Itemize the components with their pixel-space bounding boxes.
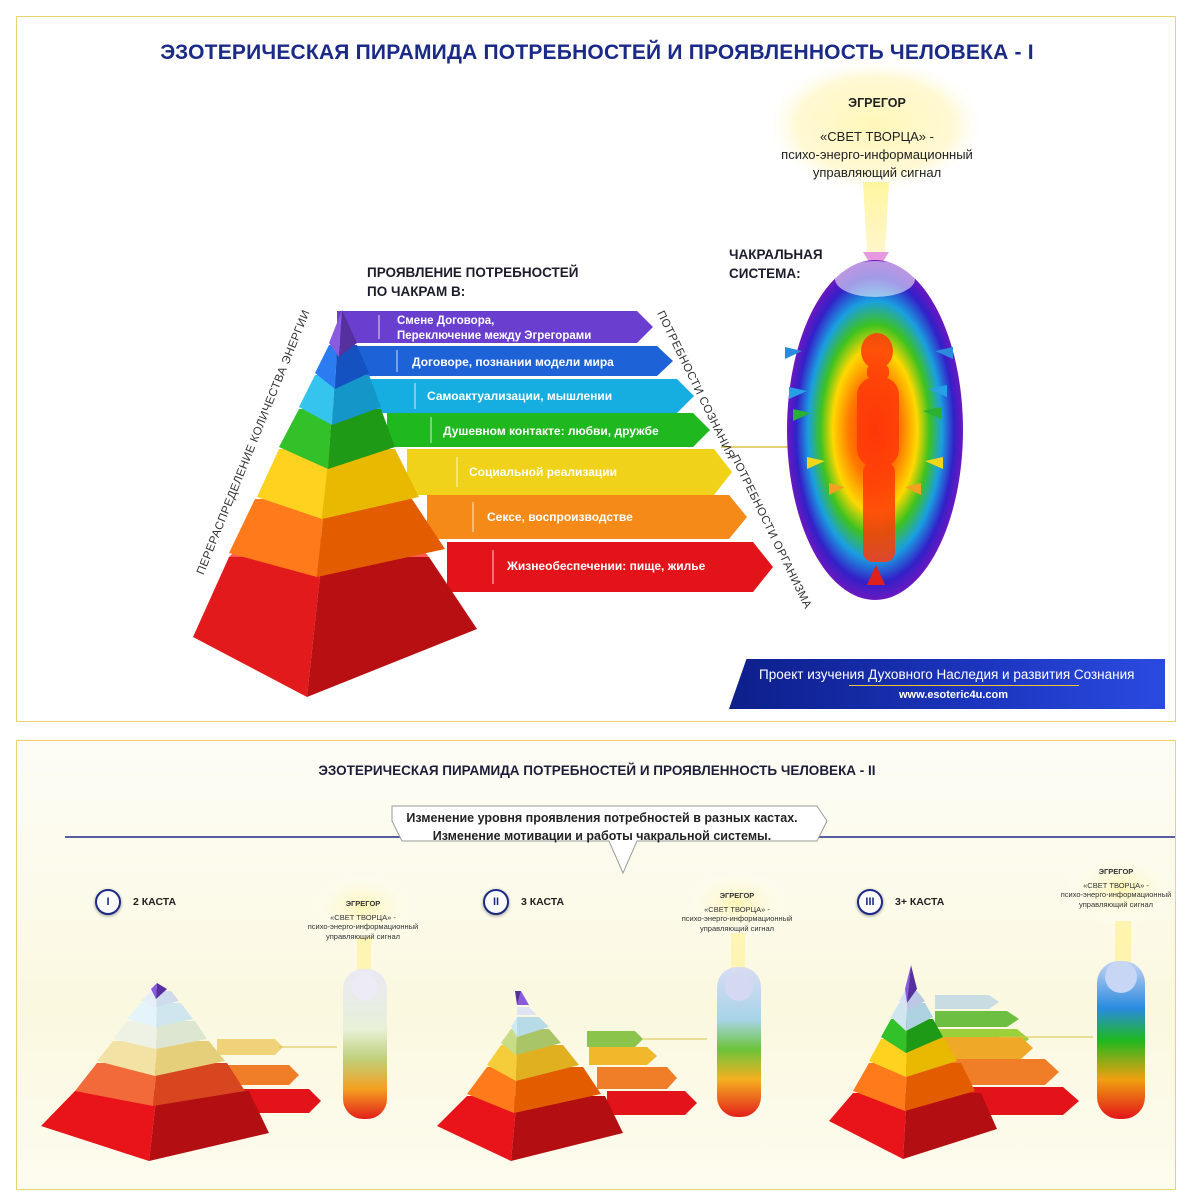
project-logo[interactable]: Проект изучения Духовного Наследия и раз… (729, 659, 1165, 709)
tier-5-left (299, 375, 335, 425)
pyramid (193, 310, 477, 697)
mini-figure-1 (307, 873, 419, 1119)
tier-5-right (332, 375, 381, 425)
c1-arrow-2 (223, 1065, 299, 1085)
mini-egregor-3: ЭГРЕГОР «СВЕТ ТВОРЦА» - психо-энерго-инф… (1060, 867, 1172, 909)
arrow-level-4 (387, 413, 710, 447)
egregor-label: ЭГРЕГОР «СВЕТ ТВОРЦА» - психо-энерго-инф… (781, 96, 973, 180)
pyramid-caste-2 (437, 991, 697, 1161)
arrow-level-2 (427, 495, 747, 539)
mini-egregor-1: ЭГРЕГОР «СВЕТ ТВОРЦА» - психо-энерго-инф… (307, 899, 419, 941)
level-7-text: Смене Договора, Переключение между Эгрег… (397, 315, 592, 342)
tier-2-left (229, 499, 325, 577)
caste-2-label: II 3 КАСТА (483, 889, 564, 915)
tier-7-left (329, 310, 342, 357)
tier-4-right (328, 409, 395, 469)
roman-numeral-2: II (483, 889, 509, 915)
c2-arrow-1 (607, 1091, 697, 1115)
c2-arrow-2 (597, 1067, 677, 1089)
tier-6-right (335, 345, 369, 389)
level-2-text: Сексе, воспроизводстве (487, 510, 633, 524)
logo-url[interactable]: www.esoteric4u.com (899, 689, 1009, 701)
pyramid-diagram (193, 57, 987, 697)
tier-1-left (193, 557, 322, 697)
arrow-level-7 (337, 311, 653, 343)
mini-figure-3 (1061, 853, 1177, 1119)
pyramid-caste-1 (41, 983, 321, 1161)
arrow-level-1 (447, 542, 773, 592)
pyramid-caste-3 (829, 965, 1079, 1159)
level-3-text: Социальной реализации (469, 465, 618, 479)
c2-arrow-3 (589, 1047, 657, 1065)
callout: Изменение уровня проявления потребностей… (406, 811, 798, 843)
tier-6-left (315, 345, 337, 389)
tier-2-right (317, 499, 445, 577)
level-4-text: Душевном контакте: любви, дружбе (443, 424, 659, 438)
human-figure (857, 333, 899, 562)
chakra-cones (785, 347, 953, 585)
tier-1-right (307, 557, 477, 697)
caste-1-label: I 2 КАСТА (95, 889, 176, 915)
level-5-text: Самоактуализации, мышлении (427, 389, 613, 403)
manifest-heading: ПРОЯВЛЕНИЕ ПОТРЕБНОСТЕЙ ПО ЧАКРАМ В: (367, 265, 579, 299)
arrow-level-6 (347, 346, 673, 376)
mini-egregor-2: ЭГРЕГОР «СВЕТ ТВОРЦА» - психо-энерго-инф… (681, 891, 793, 933)
panel-pyramid-2: ЭЗОТЕРИЧЕСКАЯ ПИРАМИДА ПОТРЕБНОСТЕЙ И ПР… (16, 740, 1177, 1190)
c2-arrow-4 (587, 1031, 643, 1047)
need-arrows (337, 311, 773, 592)
callout-box (391, 805, 828, 875)
level-1-text: Жизнеобеспечении: пище, жилье (507, 559, 706, 573)
c3-arrow-6 (935, 995, 999, 1009)
c3-arrow-5 (935, 1011, 1019, 1027)
tier-4-left (279, 409, 332, 469)
c1-arrow-3 (217, 1039, 283, 1055)
arrow-level-3 (407, 449, 732, 495)
c3-arrow-3 (941, 1037, 1033, 1059)
c3-arrow-2 (947, 1059, 1059, 1085)
panel-pyramid-1: ЭЗОТЕРИЧЕСКАЯ ПИРАМИДА ПОТРЕБНОСТЕЙ И ПР… (16, 16, 1176, 722)
caste-diagram (41, 805, 1177, 1161)
tier-7-right (339, 310, 357, 357)
page-title-2: ЭЗОТЕРИЧЕСКАЯ ПИРАМИДА ПОТРЕБНОСТЕЙ И ПР… (318, 763, 876, 778)
logo-title: Проект изучения Духовного Наследия и раз… (759, 667, 1135, 682)
roman-numeral-1: I (95, 889, 121, 915)
mini-figure-2 (681, 869, 793, 1117)
roman-numeral-3: III (857, 889, 883, 915)
level-6-text: Договоре, познании модели мира (412, 355, 614, 369)
tier-3-left (257, 449, 329, 519)
page-title: ЭЗОТЕРИЧЕСКАЯ ПИРАМИДА ПОТРЕБНОСТЕЙ И ПР… (160, 41, 1034, 64)
chakra-heading: ЧАКРАЛЬНАЯ СИСТЕМА: (729, 247, 823, 281)
tier-3-right (322, 449, 419, 519)
arrow-level-5 (367, 379, 694, 413)
caste-3-label: III 3+ КАСТА (857, 889, 944, 915)
